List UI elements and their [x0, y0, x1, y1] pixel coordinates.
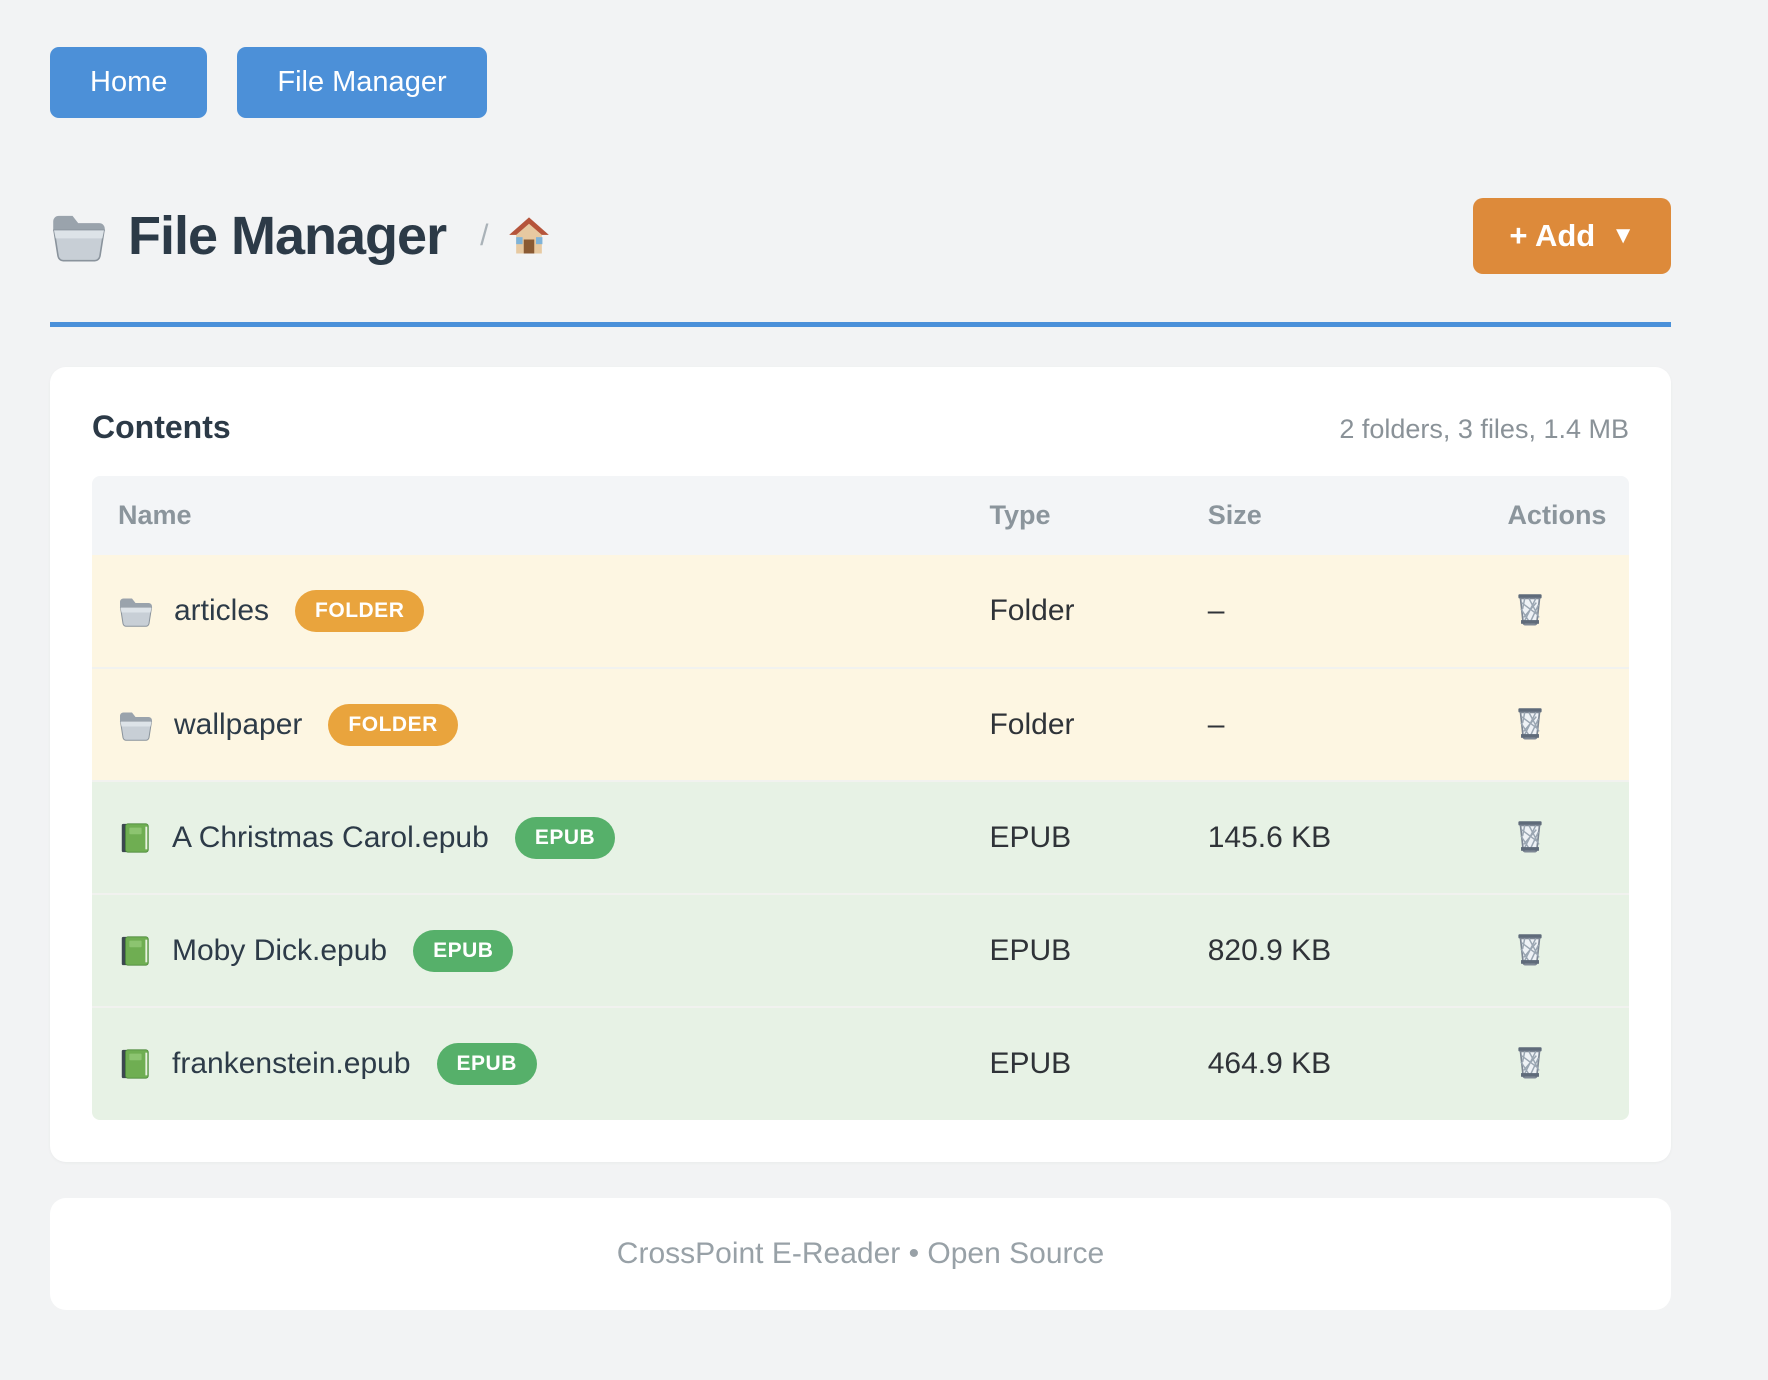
contents-card: Contents 2 folders, 3 files, 1.4 MB Name… — [50, 367, 1671, 1162]
delete-button[interactable] — [1507, 926, 1553, 975]
file-name[interactable]: wallpaper — [174, 707, 303, 741]
add-button[interactable]: + Add ▼ — [1473, 198, 1671, 274]
folder-icon — [50, 207, 108, 265]
delete-button[interactable] — [1507, 813, 1553, 862]
trash-icon — [1511, 1043, 1549, 1081]
type-cell: Folder — [963, 667, 1182, 781]
footer: CrossPoint E-Reader • Open Source — [50, 1198, 1671, 1310]
size-cell: – — [1181, 555, 1482, 668]
file-name[interactable]: A Christmas Carol.epub — [172, 820, 489, 854]
breadcrumb-separator: / — [480, 219, 489, 252]
add-button-label: + Add — [1509, 218, 1596, 253]
file-manager-button[interactable]: File Manager — [237, 47, 487, 118]
table-row[interactable]: A Christmas Carol.epub EPUB EPUB 145.6 K… — [92, 780, 1629, 894]
table-header-row: Name Type Size Actions — [92, 476, 1629, 555]
delete-button[interactable] — [1507, 1039, 1553, 1088]
type-cell: EPUB — [963, 1006, 1182, 1120]
folder-icon — [118, 593, 154, 629]
folder-badge: FOLDER — [328, 703, 458, 746]
home-icon[interactable] — [508, 215, 550, 257]
header-divider — [50, 322, 1671, 327]
size-cell: 145.6 KB — [1181, 780, 1482, 894]
size-cell: 464.9 KB — [1181, 1006, 1482, 1120]
folder-badge: FOLDER — [295, 590, 425, 632]
size-cell: – — [1181, 667, 1482, 781]
type-cell: EPUB — [963, 780, 1182, 894]
book-icon — [118, 821, 152, 855]
table-row[interactable]: frankenstein.epub EPUB EPUB 464.9 KB — [92, 1006, 1629, 1120]
epub-badge: EPUB — [413, 929, 514, 972]
table-row[interactable]: articles FOLDER Folder – — [92, 555, 1629, 668]
book-icon — [118, 1047, 152, 1081]
page-title: File Manager — [128, 206, 447, 266]
type-cell: Folder — [963, 555, 1182, 668]
file-name[interactable]: articles — [174, 594, 270, 627]
page-header: File Manager / + Add ▼ — [50, 198, 1671, 274]
epub-badge: EPUB — [514, 816, 616, 859]
trash-icon — [1511, 817, 1549, 855]
column-header-actions: Actions — [1481, 476, 1629, 555]
folder-icon — [118, 707, 154, 743]
top-nav: Home File Manager — [50, 47, 1671, 118]
home-button[interactable]: Home — [50, 47, 208, 118]
file-name[interactable]: Moby Dick.epub — [172, 933, 388, 967]
trash-icon — [1511, 930, 1549, 968]
caret-down-icon: ▼ — [1611, 222, 1635, 249]
table-row[interactable]: Moby Dick.epub EPUB EPUB 820.9 KB — [92, 893, 1629, 1007]
file-table: Name Type Size Actions articles FOLDER F… — [92, 476, 1629, 1120]
delete-button[interactable] — [1507, 700, 1553, 749]
book-icon — [118, 934, 152, 968]
epub-badge: EPUB — [436, 1043, 537, 1085]
file-name[interactable]: frankenstein.epub — [172, 1047, 411, 1080]
size-cell: 820.9 KB — [1181, 893, 1482, 1007]
page: Home File Manager File Manager / + Add ▼… — [50, 0, 1671, 1310]
delete-button[interactable] — [1507, 586, 1553, 635]
type-cell: EPUB — [963, 893, 1182, 1007]
column-header-type: Type — [963, 476, 1182, 555]
column-header-size: Size — [1181, 476, 1482, 555]
table-row[interactable]: wallpaper FOLDER Folder – — [92, 667, 1629, 781]
contents-summary: 2 folders, 3 files, 1.4 MB — [1339, 414, 1629, 444]
trash-icon — [1511, 590, 1549, 628]
contents-title: Contents — [92, 409, 231, 445]
trash-icon — [1511, 704, 1549, 742]
footer-text: CrossPoint E-Reader • Open Source — [616, 1237, 1105, 1270]
column-header-name: Name — [92, 476, 964, 555]
